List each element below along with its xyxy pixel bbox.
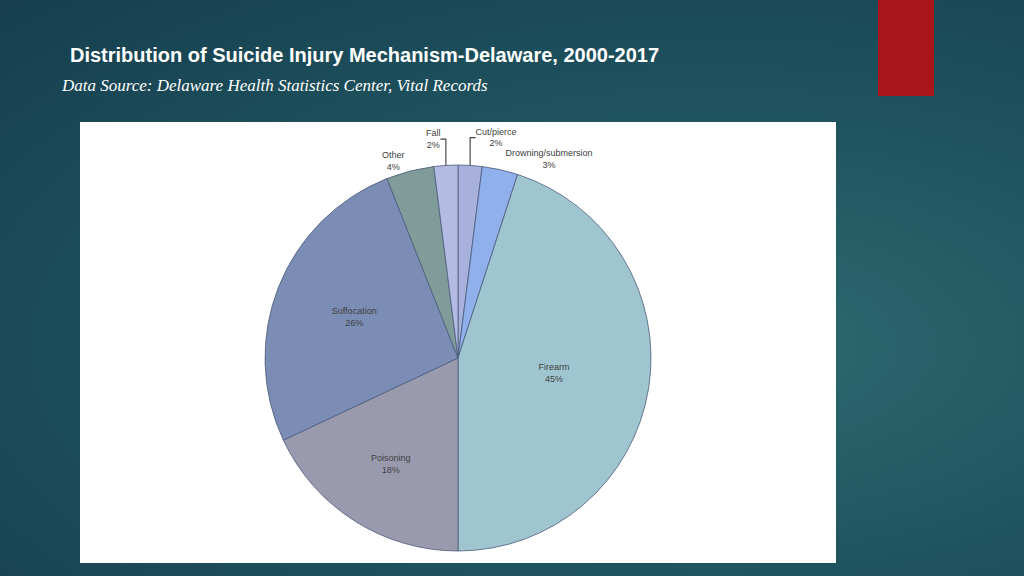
svg-text:Suffocation26%: Suffocation26%	[332, 306, 377, 328]
svg-text:Cut/pierce2%: Cut/pierce2%	[476, 127, 517, 149]
svg-text:Firearm45%: Firearm45%	[538, 362, 569, 384]
svg-text:Other4%: Other4%	[382, 150, 405, 172]
svg-text:Poisoning18%: Poisoning18%	[371, 453, 411, 475]
html-text:Data Source: Delaware Health S: Data Source: Delaware Health Statistics …	[62, 76, 488, 95]
svg-text:Fall2%: Fall2%	[426, 128, 441, 150]
svg-text:Drowning/submersion3%: Drowning/submersion3%	[506, 148, 593, 170]
html-text:Distribution of Suicide Injury: Distribution of Suicide Injury Mechanism…	[70, 44, 660, 66]
